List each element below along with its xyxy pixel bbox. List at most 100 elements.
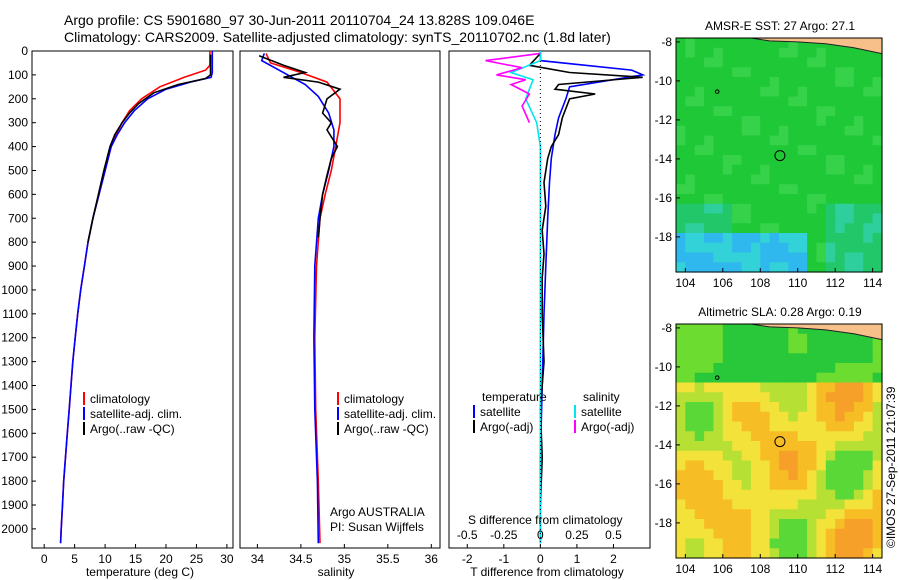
sla-map-cell [844,343,855,354]
diff-s-axis-label: S difference from climatology [468,513,623,527]
sla-map-cell [741,333,752,345]
sst-map-cell [722,125,733,137]
sst-map-cell [853,164,864,176]
sst-map-x-tick-label: 104 [675,276,695,290]
sla-map-cell [732,489,743,501]
sla-map-cell [694,548,705,559]
sla-map-cell [732,372,743,384]
sst-map-cell [676,223,686,234]
sla-map-cell [685,343,696,354]
sla-map-cell [863,333,874,345]
sla-map-cell [816,460,827,471]
sst-map-cell [788,184,799,195]
sla-map-cell [816,333,827,345]
sla-map-cell [722,538,733,549]
sla-map-cell [816,372,827,384]
sst-map-cell [844,47,855,59]
sla-map-cell [779,421,789,432]
sla-map-cell [853,480,864,491]
sst-map-cell [835,262,846,273]
sst-map-cell [713,145,724,156]
sst-map-cell [863,106,874,117]
temperature-x-tick-label: 10 [98,552,112,566]
sla-map-cell [722,489,733,501]
sla-map-cell [732,343,743,354]
sst-map-cell [685,57,696,68]
sla-map-cell [732,382,743,393]
sst-map-cell [872,135,883,146]
sla-map-cell [835,333,846,345]
sla-map-cell [779,460,789,471]
sst-map-cell [863,174,874,185]
sst-map-cell [788,125,799,137]
sla-map-cell [788,509,799,520]
sla-map-cell [750,499,761,510]
sla-map-cell [835,353,846,364]
sst-map-cell [676,47,686,59]
sst-map-cell [722,86,733,98]
sst-map-cell [741,194,752,205]
sla-map-cell [779,382,789,393]
sst-map-cell [853,213,864,224]
sla-map-cell [835,421,846,432]
sst-map-cell [807,135,818,146]
sla-map-cell [769,402,780,413]
temperature-y-tick-label: 500 [8,163,28,177]
sst-map-cell [779,57,789,68]
sla-map-cell [685,441,696,452]
sla-map-cell [853,489,864,501]
sla-map-cell [685,460,696,471]
sla-map-cell [779,353,789,364]
sst-map-cell [685,47,696,59]
sla-map-cell [750,538,761,549]
sst-map-cell [835,116,846,127]
sla-map-cell [872,480,883,491]
sla-map-cell [779,441,789,452]
sla-map-cell [797,538,808,549]
sst-map-cell [779,155,789,166]
sst-map-cell [807,194,818,205]
sla-map-cell [863,528,874,540]
sla-map-cell [750,324,761,335]
temperature-y-tick-label: 600 [8,187,28,201]
sst-map-cell [863,77,874,88]
sst-map-cell [853,86,864,98]
sla-map-cell [863,411,874,423]
sst-map-cell [760,242,771,254]
difference-x-tick-label: -2 [462,552,473,566]
sst-map-cell [816,77,827,88]
sst-map-cell [872,233,883,244]
sla-map-cell [676,480,686,491]
sla-map-cell [722,343,733,354]
sla-map-cell [750,480,761,491]
sla-map-cell [704,382,715,393]
sla-map-cell [769,489,780,501]
sst-map-cell [835,155,846,166]
sst-map-cell [694,106,705,117]
sla-map-cell [685,528,696,540]
sst-map-cell [704,145,715,156]
sst-map-cell [694,155,705,166]
sla-map-cell [863,460,874,471]
sla-map-cell [760,363,771,374]
sst-map-cell [807,252,818,263]
sst-map-cell [769,106,780,117]
sst-map-cell [872,203,883,215]
sla-map-cell [713,441,724,452]
sst-map-cell [760,106,771,117]
sla-map-cell [844,421,855,432]
sst-map-cell [807,233,818,244]
sst-map-cell [760,252,771,263]
sst-map-cell [694,116,705,127]
sla-map-cell [769,499,780,510]
sst-map-cell [704,262,715,273]
sst-map-cell [863,242,874,254]
sla-map-cell [676,519,686,530]
sla-map-cell [863,480,874,491]
sla-map-cell [741,324,752,335]
sst-map-cell [769,223,780,234]
sla-map-cell [741,528,752,540]
sla-map-cell [844,382,855,393]
sst-map-cell [844,145,855,156]
sla-map-cell [713,333,724,345]
